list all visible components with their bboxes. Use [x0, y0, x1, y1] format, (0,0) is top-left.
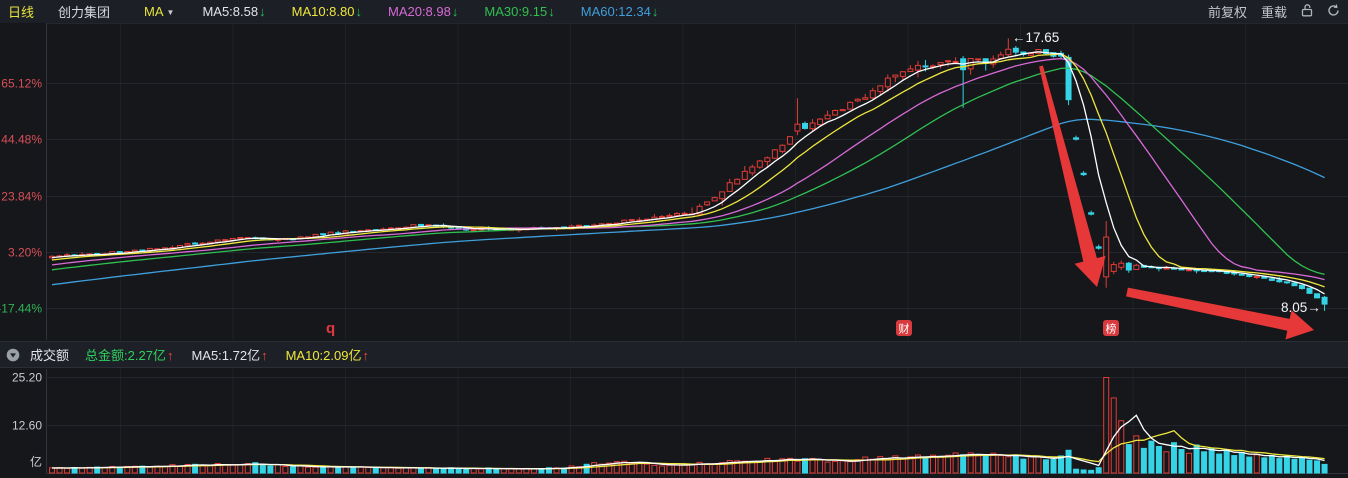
volume-readout-1: MA5:1.72亿↑ [191, 348, 268, 363]
price-ma30-line [51, 67, 1325, 276]
event-marker[interactable]: q [326, 320, 335, 337]
down-arrow-icon: ↓ [451, 4, 459, 19]
ma-dropdown[interactable]: MA ▼ [144, 4, 175, 19]
refresh-icon[interactable] [1327, 4, 1340, 20]
trend-arrow [1126, 287, 1314, 340]
price-annotation: 8.05→ [1281, 300, 1321, 315]
up-arrow-icon: ↑ [362, 348, 369, 363]
volume-panel-title: 成交额 [30, 348, 70, 363]
trend-arrow [1039, 65, 1106, 287]
toolbar-right-actions: 前复权 重载 [1208, 2, 1340, 21]
price-axis-label: 23.84% [1, 190, 42, 204]
volume-readout-2: MA10:2.09亿↑ [285, 348, 369, 363]
down-arrow-icon: ↓ [259, 4, 266, 19]
price-axis-label: 3.20% [8, 246, 42, 260]
volume-legend: 总金额:2.27亿↑ MA5:1.72亿↑ MA10:2.09亿↑ [85, 345, 369, 364]
lock-icon[interactable] [1301, 3, 1313, 20]
symbol-name: 创力集团 [58, 5, 111, 20]
volume-axis-label: 25.20 [12, 371, 42, 385]
ma-readout-0: MA5:8.58↓ [202, 4, 266, 19]
up-arrow-icon: ↑ [261, 348, 268, 363]
price-ma60-line [51, 118, 1325, 286]
volume-axis-label: 12.60 [12, 419, 42, 433]
price-ma10-line [51, 53, 1325, 288]
ma-readout-1: MA10:8.80↓ [291, 4, 362, 19]
event-badge[interactable] [896, 320, 912, 336]
down-arrow-icon: ↓ [355, 4, 362, 19]
ma-legend: MA5:8.58↓ MA10:8.80↓ MA20:8.98↓ MA30:9.15↓ M… [202, 4, 658, 19]
volume-ma5-line [51, 414, 1325, 470]
price-axis-label: 65.12% [1, 77, 42, 91]
event-badge-label: 财 [899, 322, 910, 336]
volume-readout-0: 总金额:2.27亿↑ [85, 348, 174, 363]
chevron-down-icon: ▼ [166, 8, 175, 17]
down-arrow-icon: ↓ [651, 4, 659, 19]
ma-readout-2: MA20:8.98↓ [387, 4, 459, 19]
down-arrow-icon: ↓ [548, 4, 555, 19]
price-annotation: ←17.65 [1012, 30, 1059, 45]
collapse-panel-icon[interactable] [6, 348, 20, 362]
event-badge[interactable] [1103, 320, 1119, 336]
price-axis-label: 44.48% [1, 133, 42, 147]
period-selector[interactable]: 日线 [8, 5, 35, 20]
volume-panel-header: 成交额 总金额:2.27亿↑ MA5:1.72亿↑ MA10:2.09亿↑ [0, 341, 1348, 368]
forward-adjust-button[interactable]: 前复权 [1207, 5, 1247, 20]
up-arrow-icon: ↑ [166, 348, 174, 363]
reload-button[interactable]: 重载 [1260, 5, 1287, 20]
volume-unit-label: 亿 [30, 454, 42, 469]
ma-readout-4: MA60:12.34↓ [580, 4, 659, 19]
ma-readout-3: MA30:9.15↓ [484, 4, 555, 19]
price-axis-label: -17.44% [0, 302, 42, 316]
event-badge-label: 榜 [1106, 322, 1117, 336]
top-toolbar: 日线 创力集团 MA ▼ MA5:8.58↓ MA10:8.80↓ MA20:8.98… [0, 0, 1348, 23]
price-ma20-line [51, 57, 1325, 281]
price-ma5-line [51, 51, 1325, 295]
